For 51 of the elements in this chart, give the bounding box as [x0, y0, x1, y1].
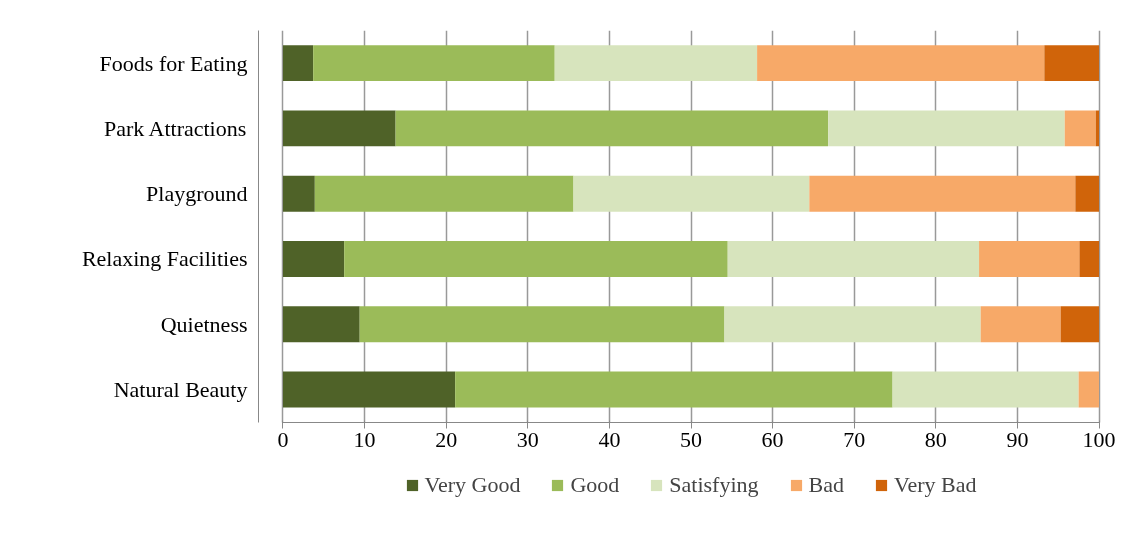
x-tick-label: 50 [680, 427, 702, 453]
bar [724, 306, 981, 343]
bar [313, 45, 555, 82]
y-tick-label: Relaxing Facilities [81, 246, 248, 272]
legend-label: Satisfying [669, 472, 759, 498]
bar [809, 175, 1076, 212]
x-tick-label: 20 [435, 427, 458, 453]
bar [1075, 175, 1100, 212]
bar [1060, 306, 1100, 343]
legend-label: Very Bad [894, 472, 977, 498]
bar [1044, 45, 1100, 82]
bar [282, 371, 456, 408]
x-tick-label: 30 [516, 427, 539, 453]
bar [282, 45, 314, 82]
x-tick-label: 10 [353, 427, 376, 453]
bar [282, 110, 396, 147]
bar [1079, 241, 1100, 277]
y-tick-label: Quietness [160, 311, 248, 337]
x-tick-label: 0 [277, 427, 289, 453]
x-tick-label: 100 [1082, 427, 1116, 453]
x-tick-label: 90 [1006, 427, 1029, 453]
bar [727, 241, 980, 277]
bar [359, 306, 725, 343]
bar [828, 110, 1065, 147]
x-tick-label: 80 [924, 427, 947, 453]
bar [979, 241, 1080, 277]
bar [314, 175, 574, 212]
y-tick-label: Playground [146, 181, 248, 207]
bar [1064, 110, 1096, 147]
bar [1095, 110, 1100, 147]
bar [344, 241, 728, 277]
bar [455, 371, 893, 408]
bar [282, 306, 360, 343]
y-tick-label: Natural Beauty [113, 377, 248, 403]
bar [282, 241, 345, 277]
legend-label: Very Good [424, 472, 521, 498]
bar [554, 45, 758, 82]
x-tick-label: 60 [761, 427, 784, 453]
x-tick-label: 70 [843, 427, 866, 453]
bar [1078, 371, 1100, 408]
bar [282, 175, 315, 212]
y-tick-label: Park Attractions [103, 115, 247, 141]
legend-label: Good [570, 472, 620, 498]
bar [757, 45, 1045, 82]
legend-label: Bad [808, 472, 845, 498]
bar [892, 371, 1079, 408]
y-tick-label: Foods for Eating [99, 50, 248, 76]
bar [980, 306, 1061, 343]
bar [395, 110, 829, 147]
x-tick-label: 40 [598, 427, 621, 453]
bar [573, 175, 810, 212]
